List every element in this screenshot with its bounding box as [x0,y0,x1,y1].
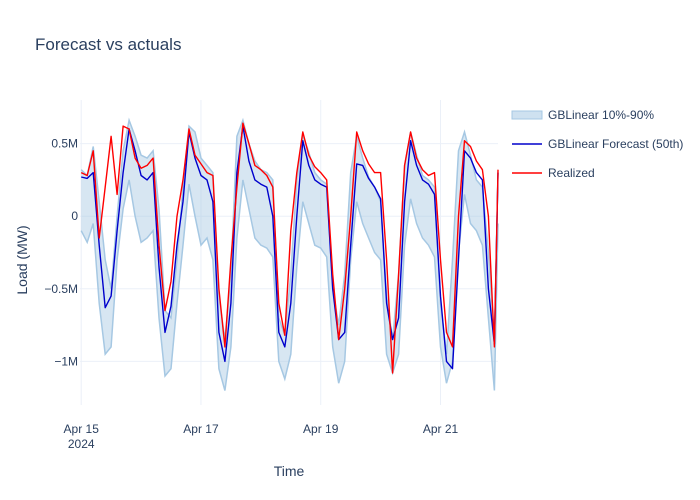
realized-line [80,122,499,374]
x-tick-label: Apr 17 [183,422,219,436]
y-tick-label: 0.5M [51,137,78,151]
plot-area [80,117,499,391]
band-area-10-90 [81,120,498,391]
legend-label: GBLinear Forecast (50th) [548,137,683,151]
band-lower-edge [80,179,499,391]
y-axis-title: Load (MW) [14,225,30,294]
y-tick-label: −0.5M [44,282,78,296]
chart-title: Forecast vs actuals [35,35,181,54]
x-axis-title: Time [274,463,305,479]
x-tick-label: Apr 15 [64,422,100,436]
x-tick-sublabel: 2024 [68,437,95,451]
y-tick-label: 0 [71,209,78,223]
band-upper-edge [80,117,499,355]
x-tick-label: Apr 19 [303,422,339,436]
legend-swatch-band [511,110,543,120]
legend-label: GBLinear 10%-90% [548,108,654,122]
x-tick-label: Apr 21 [423,422,459,436]
legend: GBLinear 10%-90% GBLinear Forecast (50th)… [511,108,683,180]
forecast-line [81,125,499,370]
y-axis-ticks: 0.5M 0 −0.5M −1M [44,137,78,369]
y-tick-label: −1M [54,354,78,368]
legend-label: Realized [548,166,595,180]
